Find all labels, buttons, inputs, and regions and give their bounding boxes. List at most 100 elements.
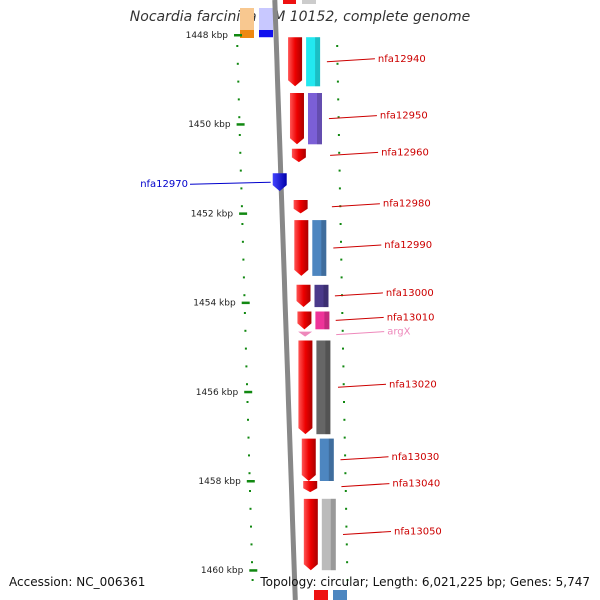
minor-tick-right xyxy=(344,454,347,457)
minor-tick xyxy=(250,543,253,546)
feature-shade-nfa13010 xyxy=(324,311,330,330)
feature-shade-nfa13030 xyxy=(328,438,334,481)
leader-line-nfa13040 xyxy=(341,483,390,488)
minor-tick xyxy=(241,240,244,243)
minor-tick xyxy=(240,205,243,208)
gene-arrow-nfa13040[interactable] xyxy=(303,481,318,493)
gene-arrow-nfa12960[interactable] xyxy=(291,148,306,163)
feature-box-nfa13030 xyxy=(319,438,334,481)
genome-backbone xyxy=(272,0,298,600)
gene-arrow-nfa13000[interactable] xyxy=(296,284,311,308)
minor-tick-right xyxy=(344,490,347,492)
minor-tick xyxy=(250,525,252,528)
minor-tick-right xyxy=(336,45,339,47)
gene-label-nfa12980[interactable]: nfa12980 xyxy=(383,199,431,210)
gene-label-argX[interactable]: argX xyxy=(387,327,410,338)
minor-tick-right xyxy=(337,116,340,119)
feature-shade-nfa12950 xyxy=(317,93,322,145)
leader-line-nfa13030 xyxy=(340,456,389,461)
leader-line-nfa12960 xyxy=(330,151,379,156)
major-tick xyxy=(236,123,245,126)
gene-arrow-nfa13020[interactable] xyxy=(298,340,313,435)
feature-box-nfa12950 xyxy=(308,93,322,145)
gene-label-nfa13020[interactable]: nfa13020 xyxy=(389,379,437,390)
minor-tick-right xyxy=(340,240,342,243)
accession-text: Accession: NC_006361 xyxy=(9,575,146,589)
minor-tick-right xyxy=(346,579,349,581)
minor-tick xyxy=(246,401,249,403)
minor-tick-right xyxy=(345,507,348,510)
minor-tick xyxy=(248,472,251,475)
major-tick xyxy=(239,212,248,215)
gene-label-nfa12950[interactable]: nfa12950 xyxy=(380,111,428,122)
minor-tick xyxy=(249,507,252,510)
gene-labels: nfa12940 nfa12950 nfa12960 nfa12970 nfa12980… xyxy=(140,54,442,538)
minor-tick-right xyxy=(338,187,341,190)
map-title: Nocardia farcinica IFM 10152, complete g… xyxy=(129,9,471,25)
gene-label-nfa13010[interactable]: nfa13010 xyxy=(387,312,435,323)
gene-arrow-nfa12940[interactable] xyxy=(288,37,303,87)
partial-feature-top-end xyxy=(240,30,254,38)
leader-line-nfa12970 xyxy=(189,181,271,185)
leader-line-nfa13020 xyxy=(337,383,387,388)
gene-arrow-nfa12970[interactable] xyxy=(272,173,287,192)
gene-label-nfa13030[interactable]: nfa13030 xyxy=(392,452,440,463)
tick-label: 1456 kbp xyxy=(196,388,239,398)
minor-tick xyxy=(236,45,239,47)
feature-box-nfa13050 xyxy=(321,498,336,571)
minor-tick-right xyxy=(346,561,349,564)
minor-tick xyxy=(244,329,247,332)
gene-arrow-nfa13030[interactable] xyxy=(301,438,316,481)
tick-label: 1450 kbp xyxy=(188,120,231,130)
leader-line-nfa13010 xyxy=(335,316,384,321)
partial-gene-bottom xyxy=(314,590,328,600)
gene-label-nfa13040[interactable]: nfa13040 xyxy=(392,479,440,490)
minor-tick xyxy=(245,365,248,368)
minor-tick xyxy=(246,383,248,386)
gene-label-nfa12960[interactable]: nfa12960 xyxy=(381,147,429,158)
minor-tick-right xyxy=(343,418,346,421)
gene-arrow-argX[interactable] xyxy=(298,331,313,337)
minor-tick xyxy=(249,490,251,492)
minor-tick xyxy=(240,187,243,190)
major-tick xyxy=(249,569,258,572)
minor-tick xyxy=(244,347,247,350)
partial-feature-bottom xyxy=(333,590,347,600)
gene-label-nfa12970[interactable]: nfa12970 xyxy=(140,179,188,190)
tick-label: 1454 kbp xyxy=(193,299,236,309)
leader-line-nfa12950 xyxy=(328,115,377,120)
minor-tick-right xyxy=(337,98,340,101)
offscreen-features xyxy=(240,0,347,600)
minor-tick xyxy=(248,454,250,457)
minor-tick-right xyxy=(338,151,341,154)
gene-arrow-nfa12980[interactable] xyxy=(293,200,308,214)
minor-tick xyxy=(251,579,254,581)
feature-track xyxy=(306,37,336,571)
feature-shade-nfa13020 xyxy=(325,340,331,435)
minor-tick xyxy=(247,418,249,421)
gene-label-nfa12940[interactable]: nfa12940 xyxy=(378,54,426,65)
gene-arrow-nfa12950[interactable] xyxy=(289,92,304,145)
minor-tick-right xyxy=(338,169,341,172)
feature-box-nfa13010 xyxy=(315,311,330,330)
gene-arrow-nfa12990[interactable] xyxy=(294,220,309,276)
leader-line-nfa13000 xyxy=(334,292,383,297)
minor-tick-right xyxy=(342,365,345,368)
minor-tick-right xyxy=(343,436,346,439)
minor-tick xyxy=(239,151,242,154)
major-tick xyxy=(244,390,253,394)
gene-arrow-nfa13010[interactable] xyxy=(297,311,312,330)
gene-track xyxy=(272,37,318,571)
tick-marks: 1448 kbp 1450 kbp 1452 kbp 1454 kbp 1456 kbp… xyxy=(186,31,349,581)
gene-label-nfa12990[interactable]: nfa12990 xyxy=(384,240,432,251)
partial-gene-top-2 xyxy=(283,0,296,4)
backbone-line xyxy=(272,0,298,600)
gene-label-nfa13050[interactable]: nfa13050 xyxy=(394,527,442,538)
leader-line-argX xyxy=(336,331,385,336)
major-tick xyxy=(234,34,242,37)
minor-tick xyxy=(239,169,242,172)
gene-arrow-nfa13050[interactable] xyxy=(303,498,318,571)
minor-tick-right xyxy=(336,62,339,65)
gene-label-nfa13000[interactable]: nfa13000 xyxy=(386,288,434,299)
minor-tick xyxy=(251,561,253,564)
